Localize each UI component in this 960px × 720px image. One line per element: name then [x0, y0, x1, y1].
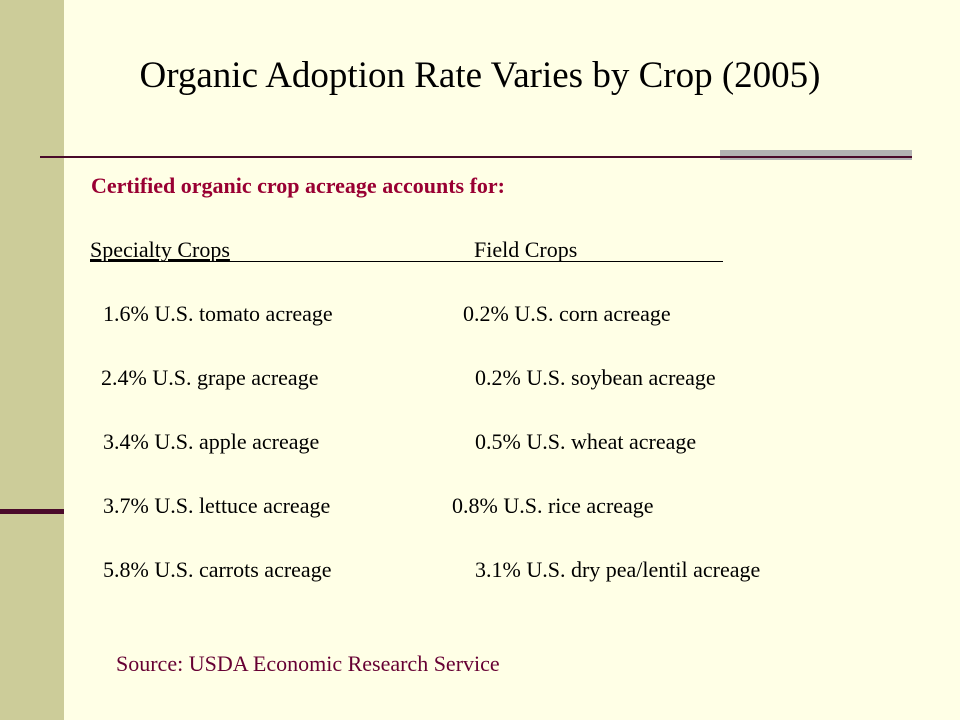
side-bar-decoration [0, 0, 64, 720]
specialty-crop-item: 5.8% U.S. carrots acreage [103, 557, 332, 582]
field-crop-item: 3.1% U.S. dry pea/lentil acreage [475, 557, 761, 582]
specialty-crop-item: 3.7% U.S. lettuce acreage [103, 493, 331, 518]
source-citation: Source: USDA Economic Research Service [116, 651, 500, 676]
specialty-crop-item: 2.4% U.S. grape acreage [101, 365, 319, 390]
field-crop-item: 0.8% U.S. rice acreage [452, 493, 654, 518]
side-accent-line [0, 509, 64, 514]
title-divider-accent [720, 150, 912, 160]
slide-subtitle: Certified organic crop acreage accounts … [91, 173, 506, 198]
column-header-underline [90, 261, 723, 262]
field-crop-item: 0.5% U.S. wheat acreage [475, 429, 697, 454]
field-crop-item: 0.2% U.S. soybean acreage [475, 365, 716, 390]
field-crops-header: Field Crops [474, 237, 578, 262]
specialty-crop-item: 3.4% U.S. apple acreage [103, 429, 320, 454]
specialty-crop-item: 1.6% U.S. tomato acreage [103, 301, 333, 326]
slide-title: Organic Adoption Rate Varies by Crop (20… [139, 55, 821, 96]
field-crop-item: 0.2% U.S. corn acreage [463, 301, 671, 326]
specialty-crops-header: Specialty Crops [90, 237, 230, 262]
title-divider-line [40, 156, 720, 158]
